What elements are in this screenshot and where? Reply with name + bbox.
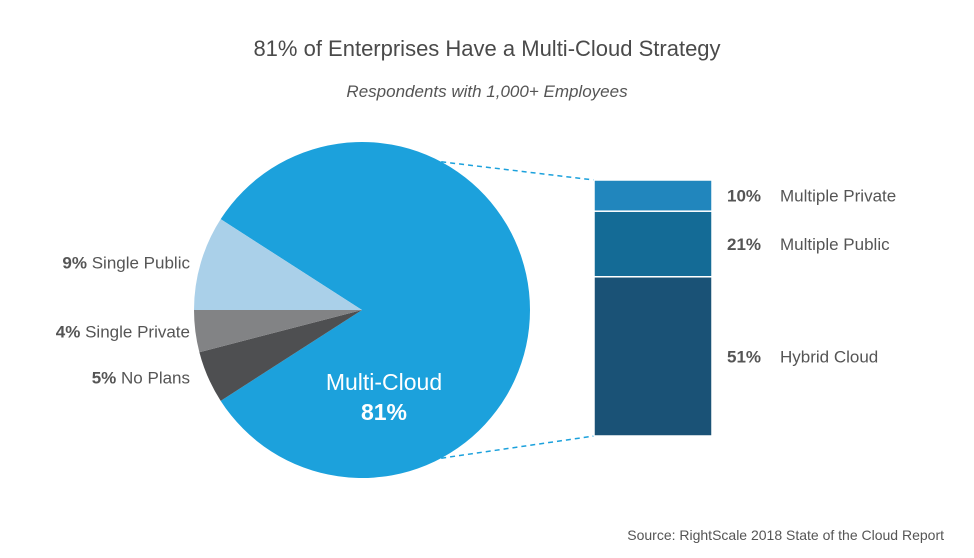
pie-label-pct: 5% bbox=[92, 368, 117, 387]
chart-subtitle: Respondents with 1,000+ Employees bbox=[346, 82, 628, 101]
pie-label-pct: 9% bbox=[62, 254, 87, 273]
pie-slice-no-plans bbox=[199, 310, 362, 401]
pie-label-name: No Plans bbox=[116, 368, 190, 387]
stacked-bar-chart bbox=[593, 179, 713, 437]
pie-center-label: Multi-Cloud bbox=[326, 369, 442, 395]
connector-lines bbox=[441, 161, 595, 459]
pie-center-value: 81% bbox=[361, 399, 407, 425]
pie-chart bbox=[194, 142, 530, 478]
bar-segment-hybrid-cloud bbox=[593, 276, 713, 437]
source-note: Source: RightScale 2018 State of the Clo… bbox=[627, 527, 944, 543]
bar-label-pct-hybrid-cloud: 51% bbox=[727, 347, 761, 366]
pie-slice-single-public bbox=[194, 219, 362, 310]
pie-label-pct: 4% bbox=[56, 322, 81, 341]
connector-bottom bbox=[441, 435, 595, 459]
bar-segment-multiple-private bbox=[593, 179, 713, 212]
bar-label-name-hybrid-cloud: Hybrid Cloud bbox=[780, 347, 878, 366]
pie-label-single-private: 4% Single Private bbox=[56, 322, 190, 341]
pie-label-no-plans: 5% No Plans bbox=[92, 368, 190, 387]
bar-label-pct-multiple-public: 21% bbox=[727, 235, 761, 254]
pie-label-name: Single Private bbox=[80, 322, 190, 341]
bar-segment-multiple-public bbox=[593, 210, 713, 278]
bar-label-name-multiple-public: Multiple Public bbox=[780, 235, 890, 254]
bar-label-pct-multiple-private: 10% bbox=[727, 187, 761, 206]
chart-labels: Multi-Cloud 81% 5% No Plans 4% Single Priva… bbox=[56, 187, 896, 425]
bar-label-name-multiple-private: Multiple Private bbox=[780, 187, 896, 206]
pie-slice-multi-cloud bbox=[220, 142, 530, 478]
pie-label-name: Single Public bbox=[87, 254, 191, 273]
pie-slice-single-private bbox=[194, 310, 362, 353]
pie-label-single-public: 9% Single Public bbox=[62, 254, 190, 273]
chart-title: 81% of Enterprises Have a Multi-Cloud St… bbox=[253, 36, 721, 61]
connector-top bbox=[441, 161, 595, 181]
